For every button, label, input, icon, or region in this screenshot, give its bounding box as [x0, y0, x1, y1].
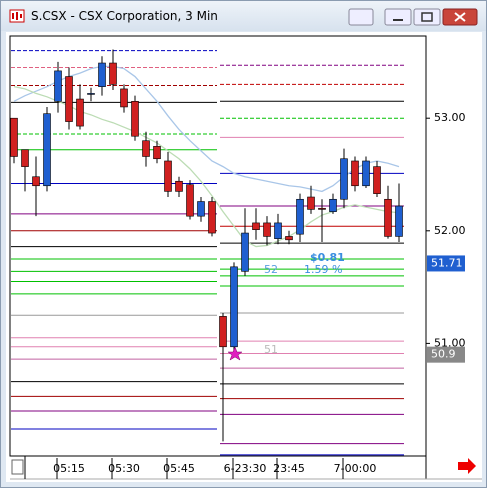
candle-body: [263, 222, 271, 237]
candle-body: [241, 232, 249, 272]
annotation: 1.59 %: [304, 263, 342, 276]
candle-body: [21, 149, 29, 167]
candle-body: [10, 117, 18, 157]
annotation: 51: [264, 343, 278, 356]
candle-body: [230, 266, 238, 348]
candle-body: [109, 62, 117, 85]
candle-body: [142, 140, 150, 157]
signal-star: [227, 346, 243, 361]
candle-body: [208, 201, 216, 234]
price-marker: [427, 255, 465, 272]
candle-body: [340, 158, 348, 200]
chart: 51.00 52.00 53.00 05:15 05:30 05:45 6-23:30 23:…: [6, 32, 482, 482]
candle-body: [87, 93, 95, 95]
price-marker: [427, 346, 465, 363]
y-tick-label: 51.00: [434, 336, 466, 349]
candle-body: [373, 166, 381, 194]
maximize-icon: [421, 12, 433, 22]
x-tick-label: 6-23:30: [224, 462, 267, 475]
close-icon: [454, 12, 466, 22]
candle-body: [318, 207, 326, 210]
candle-body: [32, 176, 40, 187]
candle-body: [186, 184, 194, 217]
candle-body: [197, 201, 205, 217]
link-button[interactable]: [348, 8, 374, 26]
candle-body: [120, 88, 128, 108]
candle-body: [329, 198, 337, 212]
x-tick-label: 7-00:00: [334, 462, 377, 475]
candle-body: [307, 196, 315, 210]
candle-body: [175, 180, 183, 192]
candle-body: [219, 316, 227, 348]
candle-body: [252, 222, 260, 230]
price-marker-label: 50.9: [431, 348, 456, 361]
candle-body: [362, 160, 370, 187]
x-tick-label: 05:45: [163, 462, 195, 475]
minimize-button[interactable]: [384, 8, 412, 26]
candle-body: [131, 101, 139, 137]
maximize-button[interactable]: [413, 8, 441, 26]
title-icons: [9, 8, 478, 26]
candle-body: [54, 70, 62, 102]
annotation: $0.81: [310, 251, 345, 264]
moving-average: [13, 65, 400, 193]
x-tick-label: 23:45: [273, 462, 305, 475]
candle-body: [285, 236, 293, 241]
y-tick-label: 52.00: [434, 224, 466, 237]
candle-body: [395, 205, 403, 237]
candle-body: [384, 198, 392, 237]
candle-body: [274, 222, 282, 239]
y-tick-label: 53.00: [434, 111, 466, 124]
checkbox[interactable]: [11, 459, 24, 475]
candle-body: [65, 76, 73, 122]
candle-body: [164, 160, 172, 192]
annotation: 52: [264, 263, 278, 276]
candle-body: [98, 62, 106, 87]
candle-body: [296, 198, 304, 235]
candle-body: [76, 98, 84, 127]
window-title: S.CSX - CSX Corporation, 3 Min: [31, 9, 218, 23]
title-bar: S.CSX - CSX Corporation, 3 Min: [1, 1, 486, 31]
x-tick-label: 05:30: [108, 462, 140, 475]
candle-body: [153, 146, 161, 160]
price-marker-label: 51.71: [431, 256, 463, 269]
scroll-arrow[interactable]: [458, 458, 476, 474]
candle-body: [351, 160, 359, 187]
x-tick-label: 05:15: [53, 462, 85, 475]
candle-body: [43, 113, 51, 187]
